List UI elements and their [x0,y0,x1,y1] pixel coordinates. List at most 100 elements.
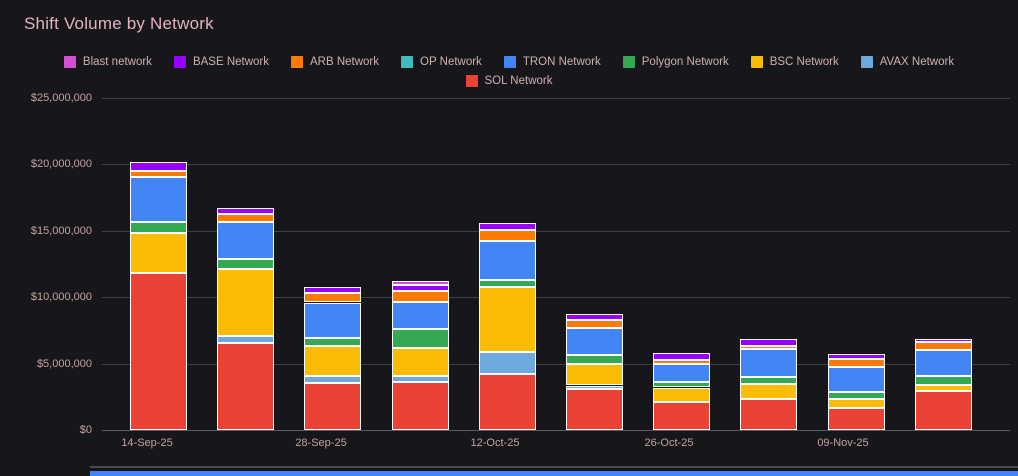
bar-segment-28-sep-25-arb-network[interactable] [304,293,362,303]
legend-item-blast-network[interactable]: Blast network [63,56,152,68]
bar-segment-02-nov-25-arb-network[interactable] [740,345,798,349]
legend-label: AVAX Network [879,56,955,68]
x-axis-tick-label: 12-Oct-25 [470,437,520,449]
legend-label: ARB Network [310,56,380,68]
bar-segment-21-sep-25-bsc-network[interactable] [217,268,275,337]
legend-item-arb-network[interactable]: ARB Network [291,56,379,68]
bar-segment-12-oct-25-avax-network[interactable] [478,352,536,374]
bar-segment-09-nov-25-bsc-network[interactable] [827,398,885,409]
bar-segment-19-oct-25-polygon-network[interactable] [566,354,623,365]
panel-bottom-divider [90,466,1018,468]
bar-segment-26-oct-25-sol-network[interactable] [653,402,711,430]
legend-swatch-icon [401,56,414,68]
bar-segment-28-sep-25-avax-network[interactable] [304,375,362,383]
legend-item-avax-network[interactable]: AVAX Network [860,56,955,68]
bar-segment-02-nov-25-polygon-network[interactable] [740,376,798,384]
bar-segment-19-oct-25-base-network[interactable] [566,314,623,320]
bar-segment-21-sep-25-sol-network[interactable] [217,343,275,430]
legend-row-1: Blast network BASE Network ARB Network OP N… [0,56,1018,68]
bar-segment-12-oct-25-bsc-network[interactable] [478,286,536,353]
partial-element-below-chart [90,471,1018,476]
bar-segment-12-oct-25-arb-network[interactable] [478,230,536,241]
bar-segment-09-nov-25-sol-network[interactable] [827,408,885,430]
chart-title: Shift Volume by Network [24,14,214,33]
bar-segment-14-sep-25-arb-network[interactable] [130,171,187,177]
bar-segment-16-nov-25-tron-network[interactable] [914,350,972,376]
bar-segment-28-sep-25-sol-network[interactable] [304,382,362,430]
legend-item-base-network[interactable]: BASE Network [173,56,269,68]
bar-segment-05-oct-25-polygon-network[interactable] [391,329,449,348]
gridline [102,297,1010,299]
gridline [102,164,1010,166]
bar-segment-12-oct-25-polygon-network[interactable] [478,279,536,287]
legend-label: TRON Network [522,56,601,68]
bar-segment-21-sep-25-avax-network[interactable] [217,336,275,343]
legend-label: OP Network [420,56,482,68]
bar-segment-19-oct-25-bsc-network[interactable] [566,364,623,386]
bar-segment-26-oct-25-arb-network[interactable] [653,360,711,365]
bar-segment-12-oct-25-tron-network[interactable] [478,240,536,280]
bar-segment-19-oct-25-arb-network[interactable] [566,319,623,328]
bar-segment-26-oct-25-bsc-network[interactable] [653,387,711,403]
bar-segment-09-nov-25-tron-network[interactable] [827,366,885,393]
bar-segment-02-nov-25-sol-network[interactable] [740,399,798,430]
bar-segment-16-nov-25-sol-network[interactable] [914,390,972,430]
bar-segment-21-sep-25-base-network[interactable] [217,207,275,214]
legend-item-polygon-network[interactable]: Polygon Network [622,56,729,68]
bar-segment-26-oct-25-tron-network[interactable] [653,364,711,383]
bar-segment-28-sep-25-bsc-network[interactable] [304,345,362,376]
bar-segment-14-sep-25-polygon-network[interactable] [130,222,187,233]
bar-segment-02-nov-25-bsc-network[interactable] [740,383,798,400]
bar-segment-26-oct-25-base-network[interactable] [653,352,711,361]
bar-segment-12-oct-25-base-network[interactable] [478,222,536,231]
bar-segment-28-sep-25-polygon-network[interactable] [304,337,362,346]
bar-segment-09-nov-25-polygon-network[interactable] [827,392,885,399]
legend-item-bsc-network[interactable]: BSC Network [750,56,839,68]
bar-segment-05-oct-25-bsc-network[interactable] [391,347,449,376]
bar-segment-19-oct-25-sol-network[interactable] [566,388,623,430]
legend-item-op-network[interactable]: OP Network [401,56,482,68]
bar-segment-21-sep-25-polygon-network[interactable] [217,258,275,269]
legend-label: BASE Network [192,56,269,68]
legend-swatch-icon [173,56,186,68]
y-axis-tick-label: $25,000,000 [30,92,92,104]
bar-segment-16-nov-25-polygon-network[interactable] [914,375,972,385]
legend-swatch-icon [291,56,303,68]
bar-segment-19-oct-25-avax-network[interactable] [566,385,623,389]
bar-segment-05-oct-25-arb-network[interactable] [391,290,449,302]
bar-segment-14-sep-25-sol-network[interactable] [130,272,187,430]
bar-segment-16-nov-25-base-network[interactable] [914,339,972,343]
legend-item-sol-network[interactable]: SOL Network [465,75,552,87]
legend-item-tron-network[interactable]: TRON Network [503,56,601,68]
legend-swatch-icon [63,56,76,68]
legend-swatch-icon [622,56,635,68]
x-axis-tick-label: 26-Oct-25 [644,437,694,449]
bar-segment-26-oct-25-polygon-network[interactable] [653,382,711,388]
gridline [102,363,1010,365]
bar-segment-02-nov-25-tron-network[interactable] [740,348,798,377]
bar-segment-14-sep-25-base-network[interactable] [130,162,187,172]
bar-segment-09-nov-25-arb-network[interactable] [827,358,885,367]
bar-segment-14-sep-25-bsc-network[interactable] [130,232,187,273]
bar-segment-14-sep-25-tron-network[interactable] [130,177,187,223]
bar-segment-05-oct-25-sol-network[interactable] [391,381,449,430]
legend-swatch-icon [750,56,763,68]
y-axis-tick-label: $15,000,000 [30,224,92,237]
bar-segment-21-sep-25-tron-network[interactable] [217,222,275,259]
bar-segment-12-oct-25-sol-network[interactable] [478,373,536,430]
bar-segment-05-oct-25-blast-network[interactable] [391,281,449,286]
y-axis-tick-label: $10,000,000 [30,291,92,304]
bar-segment-05-oct-25-base-network[interactable] [391,285,449,291]
legend-swatch-icon [465,75,478,87]
bar-segment-02-nov-25-base-network[interactable] [740,339,798,346]
bar-segment-16-nov-25-bsc-network[interactable] [914,384,972,391]
bar-segment-28-sep-25-base-network[interactable] [304,287,362,294]
bar-segment-16-nov-25-arb-network[interactable] [914,342,972,351]
bar-segment-21-sep-25-arb-network[interactable] [217,213,275,223]
bar-segment-09-nov-25-base-network[interactable] [827,354,885,359]
bar-segment-28-sep-25-tron-network[interactable] [304,302,362,338]
bar-segment-05-oct-25-avax-network[interactable] [391,375,449,382]
bar-segment-19-oct-25-tron-network[interactable] [566,327,623,355]
bar-segment-05-oct-25-tron-network[interactable] [391,301,449,330]
